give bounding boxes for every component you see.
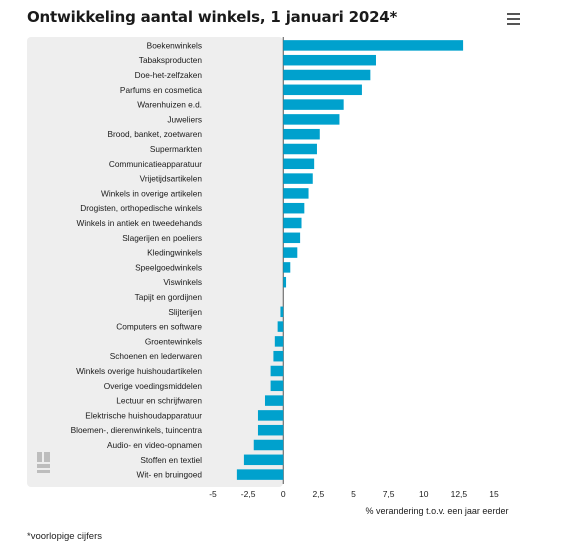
bar[interactable] (280, 306, 284, 318)
bar[interactable] (283, 40, 464, 51)
category-label: Boekenwinkels (147, 40, 202, 50)
category-label: Slagerijen en poeliers (122, 233, 202, 243)
bar[interactable] (243, 454, 284, 466)
category-label: Parfums en cosmetica (120, 85, 202, 95)
bar[interactable] (283, 158, 315, 170)
category-label: Vrijetijdsartikelen (140, 174, 203, 184)
x-tick-label: 10 (419, 489, 429, 499)
bar[interactable] (253, 439, 284, 451)
bar[interactable] (257, 424, 284, 436)
category-label: Slijterijen (168, 307, 202, 317)
bar[interactable] (270, 365, 284, 377)
bar[interactable] (236, 469, 284, 480)
x-tick-label: 0 (281, 489, 286, 499)
bar[interactable] (283, 114, 340, 125)
bar[interactable] (283, 202, 305, 214)
bar[interactable] (270, 380, 284, 392)
category-label: Viswinkels (163, 277, 202, 287)
label-panel (27, 37, 283, 487)
category-label: Elektrische huishoudapparatuur (85, 410, 202, 420)
x-tick-label: 7,5 (383, 489, 395, 499)
bar[interactable] (283, 84, 362, 96)
category-label: Bloemen-, dierenwinkels, tuincentra (71, 425, 203, 435)
category-label: Stoffen en textiel (140, 455, 202, 465)
category-label: Brood, banket, zoetwaren (107, 129, 202, 139)
category-label: Computers en software (116, 322, 202, 332)
bar[interactable] (283, 128, 320, 140)
hamburger-menu-icon[interactable] (506, 12, 522, 26)
bar[interactable] (283, 276, 287, 288)
x-tick-label: 15 (489, 489, 499, 499)
bar[interactable] (257, 410, 284, 421)
category-label: Speelgoedwinkels (135, 262, 202, 272)
bar[interactable] (273, 350, 284, 362)
category-label: Groentewinkels (145, 336, 202, 346)
category-label: Overige voedingsmiddelen (104, 381, 203, 391)
x-tick-label: 2,5 (312, 489, 324, 499)
bar[interactable] (274, 336, 284, 347)
bar[interactable] (283, 262, 291, 273)
bar[interactable] (283, 69, 371, 81)
category-label: Juweliers (167, 114, 202, 124)
category-label: Lectuur en schrijfwaren (116, 396, 202, 406)
bar[interactable] (283, 173, 313, 184)
x-tick-label: 5 (351, 489, 356, 499)
category-label: Warenhuizen e.d. (137, 100, 202, 110)
category-label: Kledingwinkels (147, 248, 202, 258)
category-label: Tapijt en gordijnen (135, 292, 203, 302)
bar[interactable] (283, 217, 302, 229)
bar[interactable] (264, 395, 284, 406)
category-label: Wit- en bruingoed (137, 470, 203, 480)
bar[interactable] (277, 321, 284, 332)
category-label: Doe-het-zelfzaken (135, 70, 203, 80)
category-label: Schoenen en lederwaren (110, 351, 203, 361)
category-label: Winkels overige huishoudartikelen (76, 366, 202, 376)
footnote: *voorlopige cijfers (27, 531, 102, 542)
category-label: Audio- en video-opnamen (107, 440, 202, 450)
category-label: Communicatieapparatuur (109, 159, 202, 169)
x-tick-label: 12,5 (451, 489, 468, 499)
cbs-logo-icon (37, 452, 50, 473)
bar[interactable] (283, 143, 317, 155)
bar[interactable] (283, 99, 344, 110)
x-axis-label: % verandering t.o.v. een jaar eerder (366, 506, 509, 516)
category-label: Supermarkten (150, 144, 202, 154)
bar[interactable] (283, 188, 309, 199)
x-tick-label: -5 (209, 489, 217, 499)
category-label: Winkels in antiek en tweedehands (77, 218, 202, 228)
category-label: Tabaksproducten (139, 55, 203, 65)
bar[interactable] (283, 54, 376, 66)
chart-title: Ontwikkeling aantal winkels, 1 januari 2… (27, 8, 398, 26)
x-tick-label: -2,5 (241, 489, 256, 499)
bar[interactable] (283, 247, 298, 258)
bar[interactable] (283, 232, 301, 244)
category-label: Winkels in overige artikelen (101, 188, 202, 198)
category-label: Drogisten, orthopedische winkels (80, 203, 202, 213)
